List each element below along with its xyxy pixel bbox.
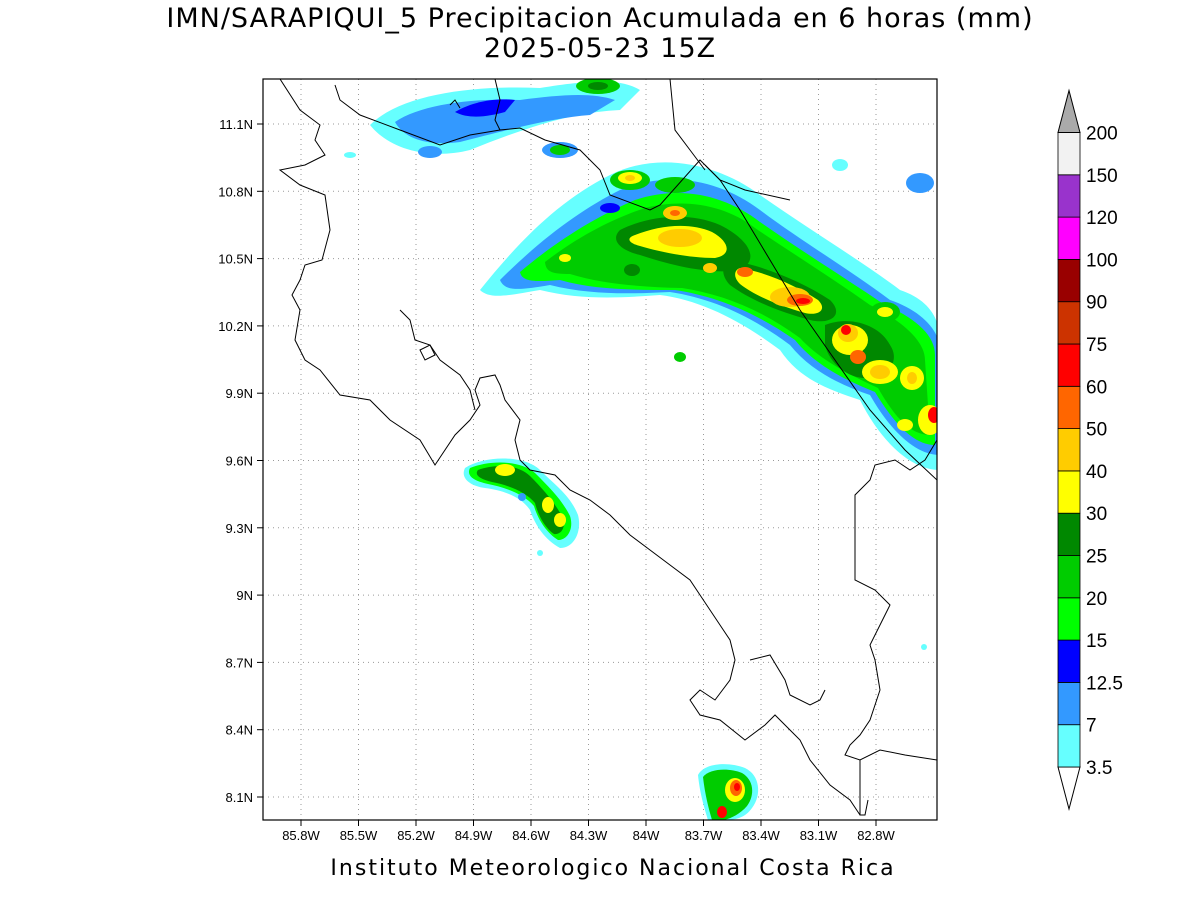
colorbar-segment	[1057, 682, 1081, 726]
colorbar-segment	[1057, 301, 1081, 345]
colorbar-label: 20	[1086, 589, 1107, 610]
colorbar-label: 30	[1086, 504, 1107, 525]
rain-band-north	[344, 79, 640, 158]
x-tick-label: 83.1W	[800, 828, 838, 843]
colorbar-label: 60	[1086, 377, 1107, 398]
rain-cluster-south	[698, 644, 927, 820]
rain-cluster-central	[463, 458, 580, 556]
x-tick-label: 85.5W	[340, 828, 378, 843]
rain-band-main	[480, 159, 937, 470]
colorbar-segment	[1057, 428, 1081, 472]
colorbar-label: 15	[1086, 631, 1107, 652]
colorbar-segment	[1057, 639, 1081, 683]
y-tick-label: 8.1N	[226, 790, 253, 805]
colorbar-label: 150	[1086, 166, 1118, 187]
x-tick-label: 84.6W	[512, 828, 550, 843]
colorbar-segment	[1057, 174, 1081, 218]
grid-lines	[263, 79, 937, 820]
colorbar-label: 75	[1086, 335, 1107, 356]
x-tick-label: 84.3W	[570, 828, 608, 843]
precipitation-field	[344, 79, 937, 820]
colorbar-label: 50	[1086, 420, 1107, 441]
map-frame	[262, 78, 938, 821]
colorbar-label: 3.5	[1086, 758, 1112, 779]
y-tick-label: 8.7N	[226, 655, 253, 670]
x-tick-label: 83.4W	[742, 828, 780, 843]
colorbar-bottom-arrow	[1057, 766, 1081, 811]
colorbar-label: 90	[1086, 293, 1107, 314]
x-tick-label: 85.8W	[282, 828, 320, 843]
coastline	[278, 79, 937, 816]
colorbar-label: 200	[1086, 124, 1118, 145]
colorbar-segment	[1057, 724, 1081, 768]
colorbar-segment	[1057, 555, 1081, 599]
x-axis: 85.8W 85.5W 85.2W 84.9W 84.6W 84.3W 84W 83.7W 83…	[282, 820, 896, 843]
colorbar-top-arrow	[1057, 88, 1081, 133]
colorbar-segment	[1057, 216, 1081, 260]
colorbar-segment	[1057, 597, 1081, 641]
map-title: IMN/SARAPIQUI_5 Precipitacion Acumulada …	[166, 3, 1034, 34]
y-tick-label: 10.8N	[218, 184, 253, 199]
x-tick-label: 85.2W	[397, 828, 435, 843]
y-tick-label: 9.6N	[226, 454, 253, 469]
x-tick-label: 84W	[633, 828, 660, 843]
y-tick-label: 9N	[236, 588, 253, 603]
footer-credit: Instituto Meteorologico Nacional Costa R…	[330, 856, 896, 881]
y-tick-label: 11.1N	[219, 117, 253, 132]
y-tick-label: 10.5N	[218, 252, 253, 267]
colorbar-label: 120	[1086, 208, 1118, 229]
colorbar-segment	[1057, 470, 1081, 514]
colorbar-label: 25	[1086, 547, 1107, 568]
y-tick-label: 8.4N	[226, 723, 253, 738]
colorbar-segment	[1057, 258, 1081, 303]
colorbar-segment	[1057, 343, 1081, 387]
colorbar-segment	[1057, 512, 1081, 556]
colorbar-label: 100	[1086, 250, 1118, 271]
x-tick-label: 82.8W	[857, 828, 895, 843]
colorbar: 3.5 7 12.5 15 20 25 30 40 50 60 75 90 100 120 150 200	[1057, 88, 1123, 811]
colorbar-label: 40	[1086, 462, 1107, 483]
y-tick-label: 9.3N	[226, 521, 253, 536]
colorbar-label: 7	[1086, 716, 1097, 737]
colorbar-label: 12.5	[1086, 673, 1123, 694]
y-tick-label: 9.9N	[226, 386, 253, 401]
x-tick-label: 84.9W	[455, 828, 493, 843]
x-tick-label: 83.7W	[685, 828, 723, 843]
colorbar-segment	[1057, 385, 1081, 429]
map-subtitle: 2025-05-23 15Z	[483, 33, 717, 64]
y-tick-label: 10.2N	[218, 319, 253, 334]
colorbar-segment	[1057, 132, 1081, 176]
y-axis: 11.1N 10.8N 10.5N 10.2N 9.9N 9.6N 9.3N 9N 8.7N 8.…	[218, 117, 263, 805]
